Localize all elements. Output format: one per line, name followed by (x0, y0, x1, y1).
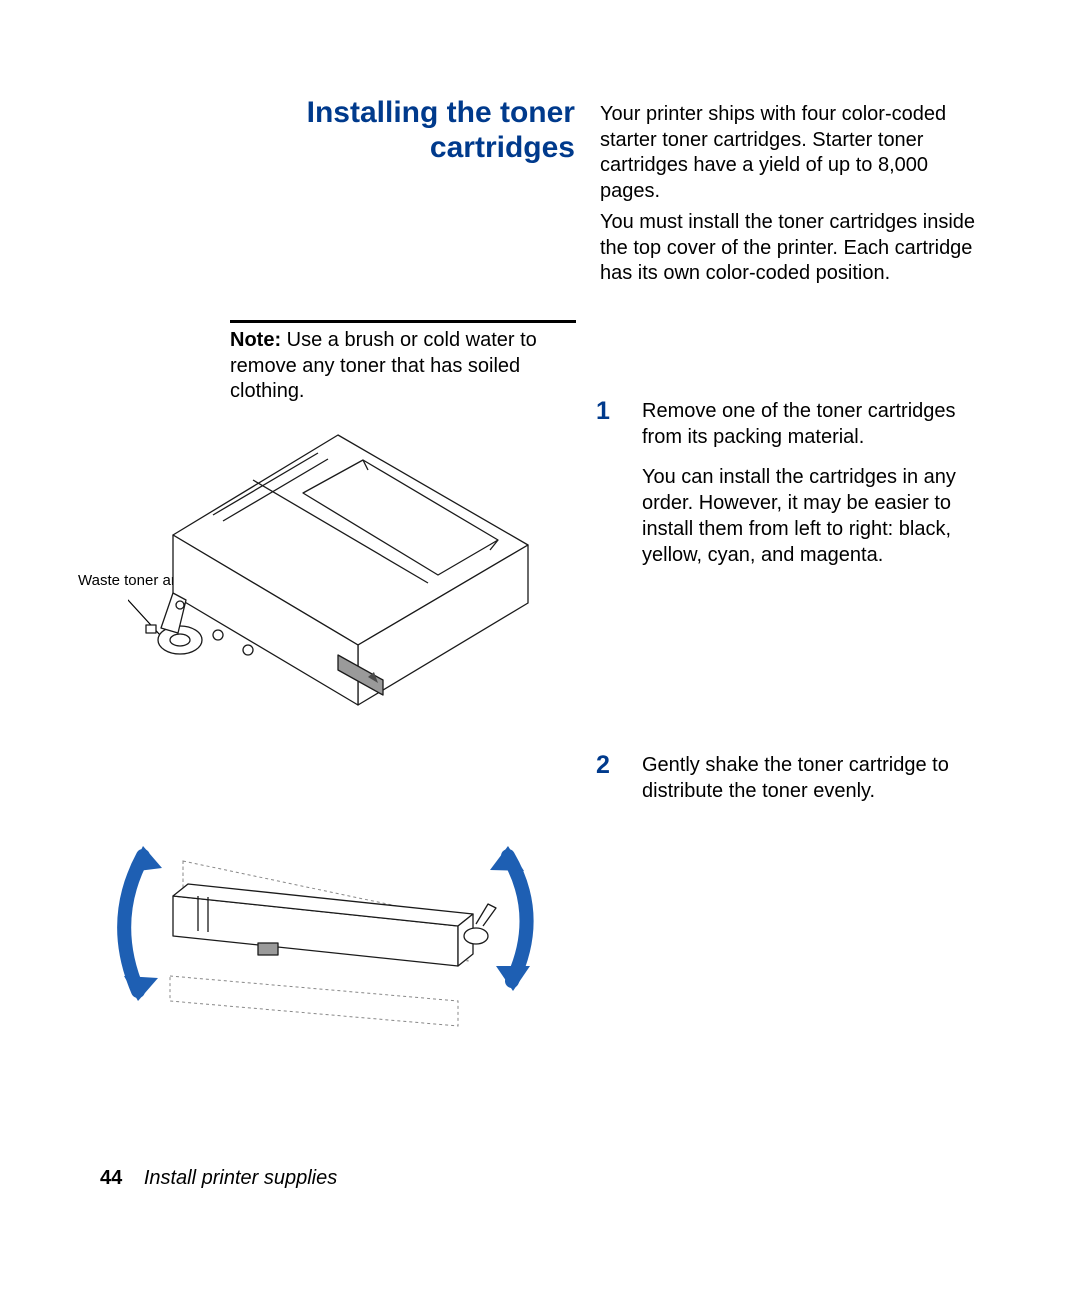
note-label: Note: (230, 329, 281, 351)
motion-arrow-left-icon (124, 846, 162, 1001)
intro-paragraph-2: You must install the toner cartridges in… (600, 210, 995, 287)
page-root: Installing the toner cartridges Your pri… (0, 0, 1080, 1296)
note-divider (230, 320, 576, 323)
intro-paragraph-1: Your printer ships with four color-coded… (600, 102, 990, 204)
step-1-subtext: You can install the cartridges in any or… (620, 464, 990, 568)
step-1-text: Remove one of the toner cartridges from … (620, 398, 990, 450)
figure2-shake-illustration (88, 826, 558, 1036)
step-2-text: Gently shake the toner cartridge to dist… (620, 752, 1000, 804)
step-2-number: 2 (596, 751, 610, 780)
figure1-cartridge-illustration (128, 425, 578, 740)
chapter-title: Install printer supplies (144, 1167, 337, 1189)
section-heading: Installing the toner cartridges (230, 96, 575, 165)
step-2: 2 Gently shake the toner cartridge to di… (620, 752, 1000, 804)
motion-arrow-right-icon (490, 846, 530, 991)
step-1: 1 Remove one of the toner cartridges fro… (620, 398, 990, 568)
page-footer: 44 Install printer supplies (100, 1167, 337, 1190)
page-number: 44 (100, 1167, 122, 1189)
step-1-number: 1 (596, 397, 610, 426)
note-block: Note: Use a brush or cold water to remov… (230, 328, 578, 405)
